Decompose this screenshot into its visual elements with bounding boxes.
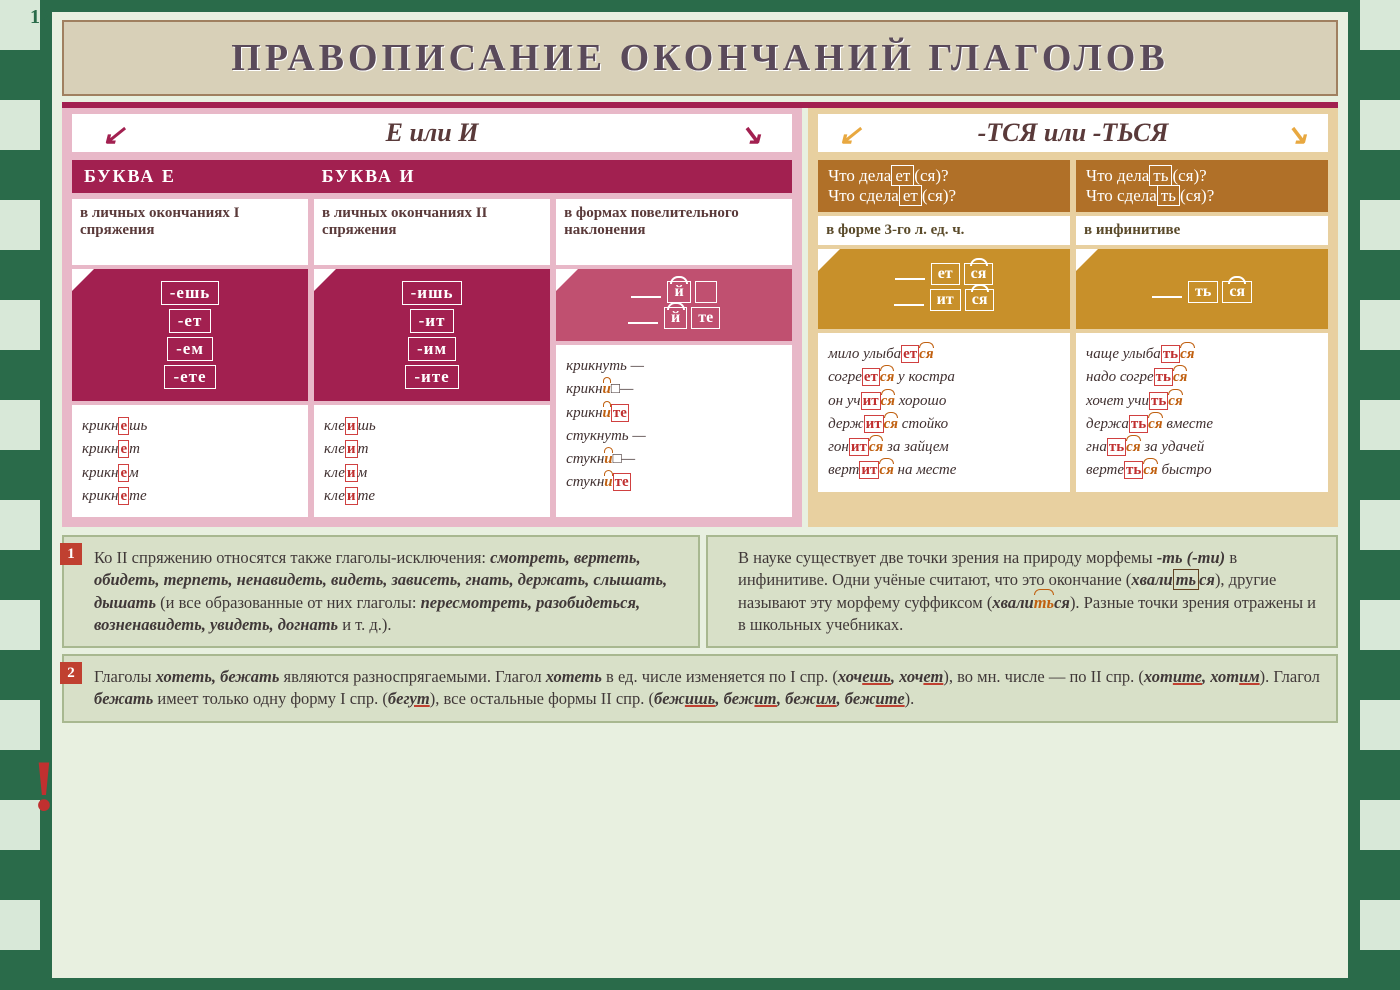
example: держится стойко xyxy=(828,414,1060,434)
panel-tsya: ↙ -ТСЯ или -ТЬСЯ ↘ Что делает(ся)? Что с… xyxy=(808,108,1338,527)
suffix-list-imperative: й йте xyxy=(556,269,792,341)
example: клеишь xyxy=(324,416,540,436)
strip-label: -ТСЯ или -ТЬСЯ xyxy=(978,118,1169,147)
example: мило улыбается xyxy=(828,344,1060,364)
arrow-down-left-icon: ↙ xyxy=(102,118,125,152)
suffix: -ем xyxy=(167,337,213,361)
col-head: в личных окончаниях II спряжения xyxy=(314,199,550,265)
examples-tsya: мило улыбается согреется у костра он учи… xyxy=(818,333,1070,492)
col-head: в личных окончаниях I спряжения xyxy=(72,199,308,265)
arrow-down-right-icon: ↘ xyxy=(739,118,762,152)
question-box-left: Что делает(ся)? Что сделает(ся)? xyxy=(818,160,1070,212)
example: он учится хорошо xyxy=(828,391,1060,411)
suffix-row: йте xyxy=(564,307,784,329)
strip-title-right: ↙ -ТСЯ или -ТЬСЯ ↘ xyxy=(818,114,1328,152)
main-grid: ↙ Е или И ↘ БУКВА Е БУКВА И в личных око… xyxy=(62,102,1338,527)
page-title: ПРАВОПИСАНИЕ ОКОНЧАНИЙ ГЛАГОЛОВ xyxy=(62,20,1338,96)
corner-icon xyxy=(818,249,840,271)
suffix-row: й xyxy=(564,281,784,303)
note-number: 1 xyxy=(60,543,82,565)
suffix: -ите xyxy=(405,365,458,389)
example: чаще улыбаться xyxy=(1086,344,1318,364)
page-number: 12 xyxy=(30,6,50,29)
example: вертится на месте xyxy=(828,460,1060,480)
note-number: 2 xyxy=(60,662,82,684)
col-head: в форме 3-го л. ед. ч. xyxy=(818,216,1070,245)
border-right xyxy=(1360,0,1400,990)
bukva-e-label: БУКВА Е xyxy=(72,160,310,193)
corner-icon xyxy=(314,269,336,291)
column-3rd-person: в форме 3-го л. ед. ч. ется ится мило ул… xyxy=(818,216,1070,492)
strip-label: Е или И xyxy=(386,118,479,147)
examples-e: крикнешь крикнет крикнем крикнете xyxy=(72,405,308,517)
border-left xyxy=(0,0,40,990)
bukva-header: БУКВА Е БУКВА И xyxy=(72,160,792,193)
column-i-conjugation-2: в личных окончаниях II спряжения -ишь -и… xyxy=(314,199,550,517)
suffix-list-e: -ешь -ет -ем -ете xyxy=(72,269,308,401)
suffix: -ете xyxy=(164,365,215,389)
suffix: -ешь xyxy=(161,281,220,305)
suffix: -ит xyxy=(410,309,455,333)
example: вертеться быстро xyxy=(1086,460,1318,480)
page-content: ПРАВОПИСАНИЕ ОКОНЧАНИЙ ГЛАГОЛОВ ↙ Е или … xyxy=(52,12,1348,978)
example: клеите xyxy=(324,486,540,506)
arrow-down-left-icon: ↙ xyxy=(838,118,861,152)
note-science: В науке существует две точки зрения на п… xyxy=(706,535,1338,648)
corner-icon xyxy=(72,269,94,291)
example: клеит xyxy=(324,439,540,459)
example: стукнуть — xyxy=(566,426,782,446)
col-head: в инфинитиве xyxy=(1076,216,1328,245)
example: крикнешь xyxy=(82,416,298,436)
question-box-right: Что делать(ся)? Что сделать(ся)? xyxy=(1076,160,1328,212)
question-row: Что делает(ся)? Что сделает(ся)? Что дел… xyxy=(818,160,1328,212)
example: крикнет xyxy=(82,439,298,459)
example: крикни□— xyxy=(566,379,782,399)
bukva-i-label: БУКВА И xyxy=(310,160,792,193)
exclamation-icon: ! xyxy=(32,745,56,828)
example: хочет учиться xyxy=(1086,391,1318,411)
examples-i: клеишь клеит клеим клеите xyxy=(314,405,550,517)
example: крикнем xyxy=(82,463,298,483)
col-head: в формах повелительного наклонения xyxy=(556,199,792,265)
examples-imperative: крикнуть — крикни□— крикните стукнуть — … xyxy=(556,345,792,517)
column-infinitive: в инфинитиве ться чаще улыбаться надо со… xyxy=(1076,216,1328,492)
column-e-conjugation-1: в личных окончаниях I спряжения -ешь -ет… xyxy=(72,199,308,517)
example: крикнуть — xyxy=(566,356,782,376)
notes-section: ! 1 Ко II спряжению относятся также глаг… xyxy=(62,535,1338,723)
example: согреется у костра xyxy=(828,367,1060,387)
example: стукни□— xyxy=(566,449,782,469)
example: гонится за зайцем xyxy=(828,437,1060,457)
suffix-list-i: -ишь -ит -им -ите xyxy=(314,269,550,401)
example: крикнете xyxy=(82,486,298,506)
example: клеим xyxy=(324,463,540,483)
example: держаться вместе xyxy=(1086,414,1318,434)
corner-icon xyxy=(1076,249,1098,271)
examples-tsya-inf: чаще улыбаться надо согреться хочет учит… xyxy=(1076,333,1328,492)
suffix-block-tsya-inf: ться xyxy=(1076,249,1328,329)
note-2: 2 Глаголы хотеть, бежать являются разнос… xyxy=(62,654,1338,723)
example: стукните xyxy=(566,472,782,492)
example: гнаться за удачей xyxy=(1086,437,1318,457)
suffix: -ишь xyxy=(402,281,463,305)
suffix-block-tsya: ется ится xyxy=(818,249,1070,329)
suffix: -ет xyxy=(169,309,212,333)
suffix: -им xyxy=(408,337,456,361)
strip-title-left: ↙ Е или И ↘ xyxy=(72,114,792,152)
panel-e-ili-i: ↙ Е или И ↘ БУКВА Е БУКВА И в личных око… xyxy=(62,108,802,527)
arrow-down-right-icon: ↘ xyxy=(1285,118,1308,152)
note-1: 1 Ко II спряжению относятся также глагол… xyxy=(62,535,700,648)
example: надо согреться xyxy=(1086,367,1318,387)
example: крикните xyxy=(566,403,782,423)
corner-icon xyxy=(556,269,578,291)
column-imperative: в формах повелительного наклонения й йте… xyxy=(556,199,792,517)
